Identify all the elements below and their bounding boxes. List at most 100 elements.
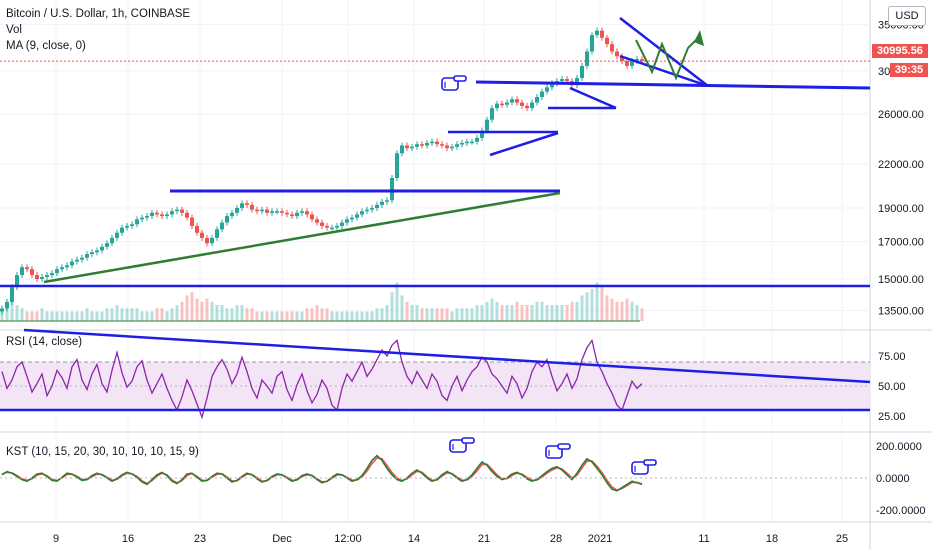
price-candle (485, 119, 489, 131)
price-candle (585, 51, 589, 66)
price-candle (275, 211, 279, 213)
price-candle (510, 99, 514, 103)
price-candle (225, 216, 229, 223)
volume-bar (360, 311, 364, 321)
price-tick-label: 19000.00 (878, 203, 924, 215)
volume-bar (50, 311, 54, 321)
volume-bar (555, 305, 559, 321)
volume-bar (630, 301, 634, 321)
price-candle (165, 214, 169, 217)
volume-bar (25, 311, 29, 321)
volume-bar (305, 308, 309, 321)
price-tick-label: 26000.00 (878, 109, 924, 121)
time-tick-label: 2021 (588, 533, 612, 545)
volume-bar (445, 308, 449, 321)
drawings[interactable] (0, 17, 871, 475)
price-candle (415, 144, 419, 147)
pointing-hand-icon (449, 437, 475, 453)
price-candle (130, 224, 134, 226)
price-candle (615, 51, 619, 57)
price-candle (640, 59, 644, 62)
price-candle (105, 243, 109, 247)
price-candle (50, 273, 54, 276)
volume-bar (250, 308, 254, 321)
price-candle (60, 267, 64, 270)
volume-bar (560, 305, 564, 321)
volume-bar (195, 298, 199, 321)
volume-bar (260, 311, 264, 321)
volume-bar (155, 308, 159, 321)
price-tick-label: 22000.00 (878, 159, 924, 171)
price-candles (0, 27, 870, 315)
volume-bar (505, 305, 509, 321)
price-candle (140, 217, 144, 220)
kst-main-line (1, 454, 643, 492)
volume-bar (210, 301, 214, 321)
price-candle (195, 225, 199, 233)
price-candle (300, 211, 304, 213)
price-candle (625, 61, 629, 66)
price-candle (120, 227, 124, 233)
price-candle (25, 267, 29, 270)
price-candle (335, 225, 339, 228)
volume-bar (410, 305, 414, 321)
price-candle (325, 225, 329, 228)
price-candle (185, 212, 189, 218)
volume-bar (10, 301, 14, 321)
volume-bar (230, 308, 234, 321)
price-candle (170, 211, 174, 215)
pointing-hand-icon (631, 459, 657, 475)
volume-bars (0, 282, 644, 322)
volume-bar (320, 308, 324, 321)
chart-legend: Bitcoin / U.S. Dollar, 1h, COINBASE Vol … (6, 6, 190, 54)
price-candle (70, 261, 74, 266)
kst-tick-label: 200.0000 (876, 441, 922, 453)
currency-selector[interactable]: USD (888, 6, 926, 26)
price-candle (580, 65, 584, 78)
volume-bar (335, 311, 339, 321)
kst-tick-label: -200.0000 (876, 505, 926, 517)
volume-bar (265, 311, 269, 321)
volume-bar (605, 295, 609, 321)
rsi-band (0, 361, 870, 411)
volume-bar (180, 301, 184, 321)
volume-bar (500, 305, 504, 321)
price-candle (280, 211, 284, 213)
volume-bar (295, 311, 299, 321)
kst-tick-label: 0.0000 (876, 473, 910, 485)
volume-bar (95, 311, 99, 321)
price-candle (310, 214, 314, 220)
price-candle (460, 142, 464, 145)
volume-bar (575, 301, 579, 321)
volume-bar (280, 311, 284, 321)
price-candle (620, 56, 624, 62)
price-candle (360, 211, 364, 215)
volume-bar (235, 305, 239, 321)
volume-bar (550, 305, 554, 321)
projection-arrowhead (694, 30, 704, 46)
time-tick-label: 12:00 (334, 533, 362, 545)
volume-bar (610, 298, 614, 321)
price-candle (475, 137, 479, 142)
volume-bar (175, 305, 179, 321)
price-candle (125, 225, 129, 228)
price-candle (330, 227, 334, 230)
volume-bar (510, 305, 514, 321)
volume-bar (530, 305, 534, 321)
volume-bar (80, 311, 84, 321)
price-candle (575, 77, 579, 86)
price-tick-label: 15000.00 (878, 274, 924, 286)
price-candle (45, 275, 49, 278)
price-candle (600, 30, 604, 38)
falling-wedge-top-line (619, 17, 709, 87)
price-candle (290, 214, 294, 217)
volume-bar (425, 308, 429, 321)
price-candle (10, 287, 14, 302)
price-candle (150, 212, 154, 217)
pointing-hand-icon (441, 75, 467, 91)
volume-bar (205, 298, 209, 321)
volume-bar (385, 305, 389, 321)
price-candle (160, 214, 164, 217)
volume-bar (30, 311, 34, 321)
